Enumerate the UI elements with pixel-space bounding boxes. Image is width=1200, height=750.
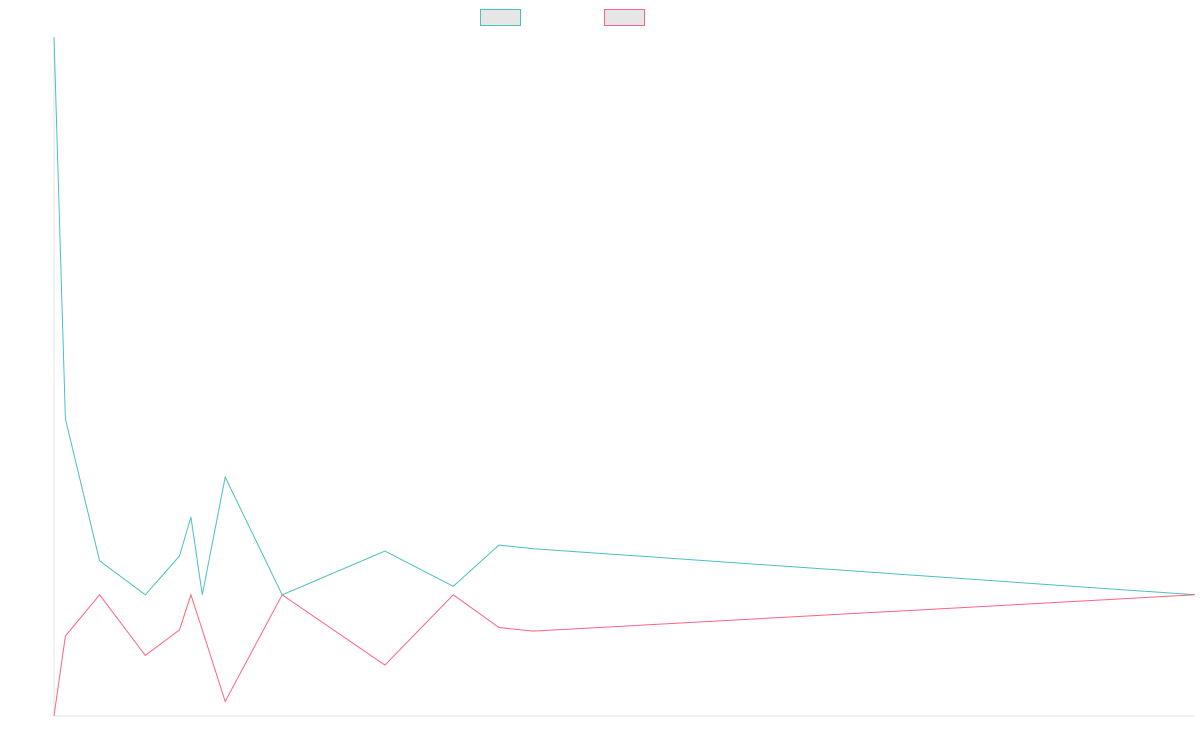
series-2-point[interactable] — [63, 634, 67, 638]
series-1-point[interactable] — [189, 515, 193, 519]
series-2-line — [53, 593, 1196, 717]
series-2-point[interactable] — [451, 593, 455, 597]
series-1-point[interactable] — [98, 559, 102, 563]
series-1-line — [53, 36, 1196, 596]
series-1-point[interactable] — [223, 475, 227, 479]
series-2-point[interactable] — [143, 653, 147, 657]
series-2-point[interactable] — [223, 700, 227, 704]
series-1-point[interactable] — [178, 554, 182, 558]
series-2-point[interactable] — [200, 628, 204, 632]
series-2-point[interactable] — [98, 593, 102, 597]
series-1-point[interactable] — [531, 547, 535, 551]
series-1-point[interactable] — [63, 417, 67, 421]
series-2-point[interactable] — [189, 593, 193, 597]
series-2-point[interactable] — [497, 626, 501, 630]
series-2-point[interactable] — [52, 714, 56, 718]
legend — [480, 9, 645, 26]
series-2-point[interactable] — [280, 593, 284, 597]
series-1-point[interactable] — [200, 593, 204, 597]
axes — [53, 37, 1195, 717]
plot-area — [52, 35, 1197, 718]
series-1-point[interactable] — [383, 549, 387, 553]
series-2-point[interactable] — [383, 663, 387, 667]
series-2-point[interactable] — [1193, 593, 1197, 597]
series-1-point[interactable] — [143, 593, 147, 597]
series-2-point[interactable] — [531, 629, 535, 633]
series-1-point[interactable] — [497, 543, 501, 547]
series-2 — [52, 593, 1197, 718]
series-1 — [52, 35, 1196, 597]
series-2-point[interactable] — [178, 628, 182, 632]
series-1-point[interactable] — [451, 584, 455, 588]
legend-swatch-2[interactable] — [604, 9, 645, 26]
series-1-point[interactable] — [52, 35, 56, 39]
legend-swatch-1[interactable] — [480, 9, 521, 26]
